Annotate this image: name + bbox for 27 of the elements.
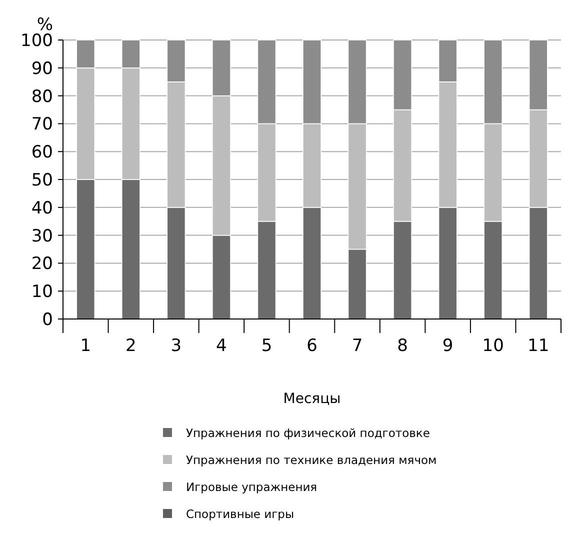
x-axis-title: Месяцы <box>283 391 341 407</box>
x-tick-label: 7 <box>352 336 363 356</box>
x-tick-label: 1 <box>80 336 92 356</box>
x-tick-label: 11 <box>528 336 550 356</box>
y-tick-label: 40 <box>31 198 53 218</box>
y-tick-label: 90 <box>31 58 53 79</box>
y-tick-label: 70 <box>31 114 53 135</box>
y-tick-label: 0 <box>42 310 53 330</box>
legend-label: Спортивные игры <box>186 507 294 522</box>
y-tick-label: 10 <box>31 282 53 302</box>
y-tick-label: 30 <box>31 226 53 246</box>
x-tick-label: 10 <box>482 336 504 356</box>
y-tick-label: 100 <box>20 30 53 51</box>
y-tick-label: 20 <box>31 254 53 274</box>
x-tick-label: 8 <box>397 336 408 356</box>
y-tick-label: 80 <box>31 86 53 107</box>
legend-label: Упражнения по физической подготовке <box>186 426 430 440</box>
x-tick-label: 4 <box>216 336 227 356</box>
y-tick-label: 50 <box>31 170 53 190</box>
x-tick-label: 9 <box>442 336 454 356</box>
legend-label: Упражнения по технике владения мячом <box>186 453 437 468</box>
y-tick-label: 60 <box>31 142 53 163</box>
x-tick-label: 6 <box>306 336 318 356</box>
legend-label: Игровые упражнения <box>186 480 318 494</box>
x-tick-label: 2 <box>125 336 136 356</box>
x-tick-label: 5 <box>261 336 272 356</box>
x-tick-label: 3 <box>170 336 182 356</box>
